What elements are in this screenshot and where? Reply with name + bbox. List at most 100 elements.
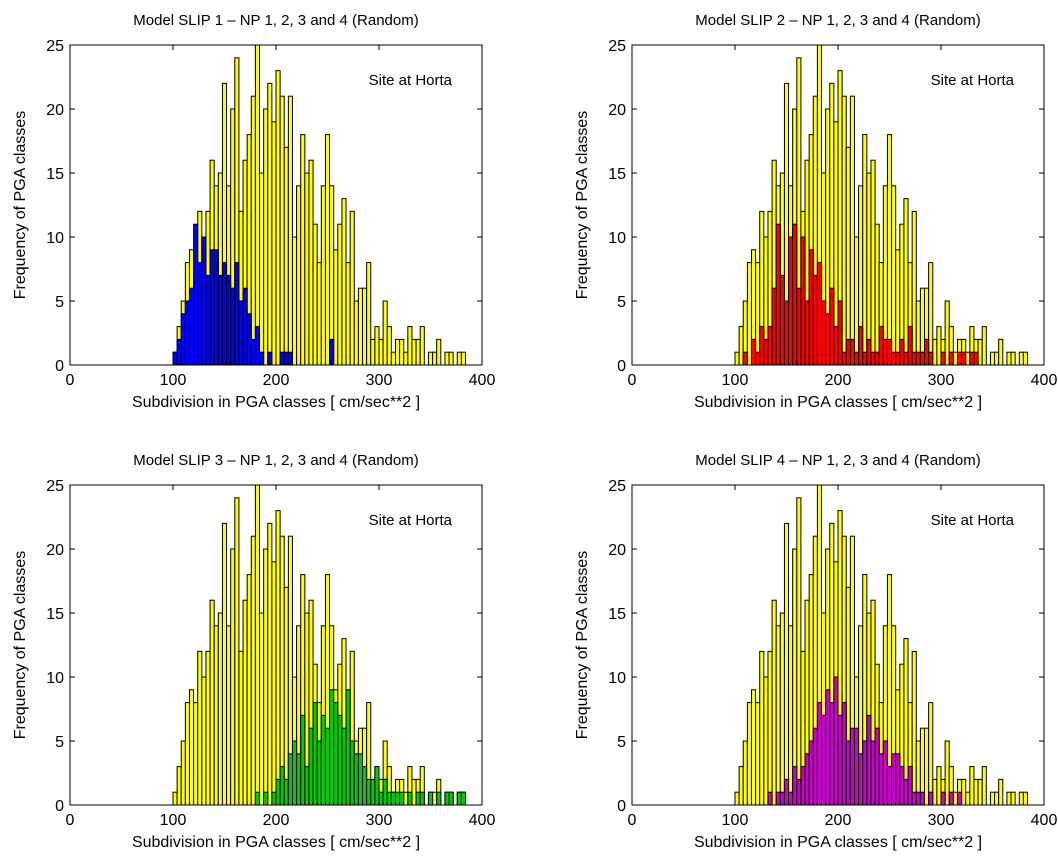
- bar: [948, 351, 954, 366]
- bar: [965, 791, 971, 806]
- bar: [973, 778, 979, 806]
- bar: [250, 338, 256, 366]
- bar: [866, 338, 872, 366]
- bar: [837, 714, 843, 806]
- bar: [956, 351, 963, 366]
- bar: [254, 791, 261, 806]
- y-tick-label: 15: [46, 606, 64, 623]
- bar: [895, 249, 901, 366]
- bar: [427, 791, 434, 806]
- bar: [812, 274, 818, 366]
- bar: [197, 262, 203, 366]
- bar: [246, 313, 252, 366]
- bar: [903, 198, 909, 366]
- bar: [267, 351, 273, 366]
- bar: [825, 313, 831, 366]
- bar: [221, 262, 228, 366]
- bar: [172, 791, 178, 806]
- bar: [205, 650, 211, 806]
- y-tick-label: 10: [46, 230, 64, 247]
- bar: [874, 727, 880, 806]
- bar: [862, 740, 868, 806]
- bar: [403, 351, 409, 366]
- bar: [800, 236, 806, 366]
- bar: [841, 95, 847, 366]
- bar: [180, 740, 186, 806]
- bar: [779, 791, 785, 806]
- bar: [238, 300, 244, 366]
- series-total: [734, 484, 1029, 806]
- bar: [944, 740, 950, 806]
- bar: [436, 338, 442, 366]
- bar: [899, 338, 905, 366]
- bar: [320, 714, 326, 806]
- bar: [333, 249, 339, 366]
- bar: [362, 287, 368, 366]
- bar: [444, 351, 450, 366]
- bar: [994, 351, 1000, 366]
- bar: [796, 287, 802, 366]
- bar: [283, 586, 289, 806]
- bar: [394, 338, 401, 366]
- y-tick-label: 5: [55, 294, 64, 311]
- bar: [882, 185, 888, 366]
- x-tick-label: 300: [366, 812, 393, 829]
- bar: [746, 262, 752, 366]
- bar: [870, 159, 876, 366]
- chart-title: Model SLIP 4 – NP 1, 2, 3 and 4 (Random): [695, 452, 980, 469]
- bar: [436, 791, 442, 806]
- bar: [845, 740, 851, 806]
- bar: [345, 262, 351, 366]
- y-tick-label: 20: [608, 542, 626, 559]
- bar: [866, 714, 872, 806]
- bar: [940, 351, 946, 366]
- bar: [378, 791, 384, 806]
- bar: [246, 574, 252, 806]
- bar: [858, 753, 864, 806]
- bar: [849, 727, 855, 806]
- bar: [779, 274, 785, 366]
- bar: [812, 727, 818, 806]
- bar: [419, 791, 425, 806]
- bar: [919, 791, 926, 806]
- y-axis-label: Frequency of PGA classes: [574, 551, 591, 740]
- subplot-1: Model SLIP 1 – NP 1, 2, 3 and 4 (Random)…: [12, 12, 495, 411]
- bar: [287, 95, 293, 366]
- x-tick-label: 0: [628, 372, 637, 389]
- y-tick-label: 25: [608, 478, 626, 495]
- bar: [444, 791, 450, 806]
- bar: [891, 753, 897, 806]
- bar: [734, 791, 740, 806]
- subplot-3: Model SLIP 3 – NP 1, 2, 3 and 4 (Random)…: [12, 452, 495, 851]
- bar: [353, 753, 359, 806]
- bar: [201, 236, 207, 366]
- bar: [771, 287, 777, 366]
- bar: [184, 300, 190, 366]
- bar: [870, 351, 876, 366]
- bar: [242, 287, 248, 366]
- bar: [977, 338, 983, 366]
- bar: [944, 300, 950, 366]
- bar: [254, 326, 261, 366]
- bar: [263, 548, 269, 806]
- bar: [267, 522, 273, 806]
- bar: [763, 676, 769, 806]
- x-tick-label: 300: [928, 372, 955, 389]
- y-axis-label: Frequency of PGA classes: [12, 551, 29, 740]
- bar: [217, 612, 223, 806]
- chart-title: Model SLIP 2 – NP 1, 2, 3 and 4 (Random): [695, 12, 980, 29]
- bar: [936, 326, 942, 366]
- bar: [899, 766, 905, 806]
- bar: [370, 778, 376, 806]
- bar: [399, 338, 405, 366]
- bar: [366, 262, 372, 366]
- bar: [1006, 351, 1012, 366]
- bar: [915, 351, 921, 366]
- bar: [242, 599, 248, 806]
- bar: [337, 223, 343, 366]
- bar: [250, 95, 256, 366]
- bar: [755, 262, 761, 366]
- x-tick-label: 400: [1031, 812, 1058, 829]
- y-tick-label: 10: [608, 670, 626, 687]
- bar: [357, 287, 364, 366]
